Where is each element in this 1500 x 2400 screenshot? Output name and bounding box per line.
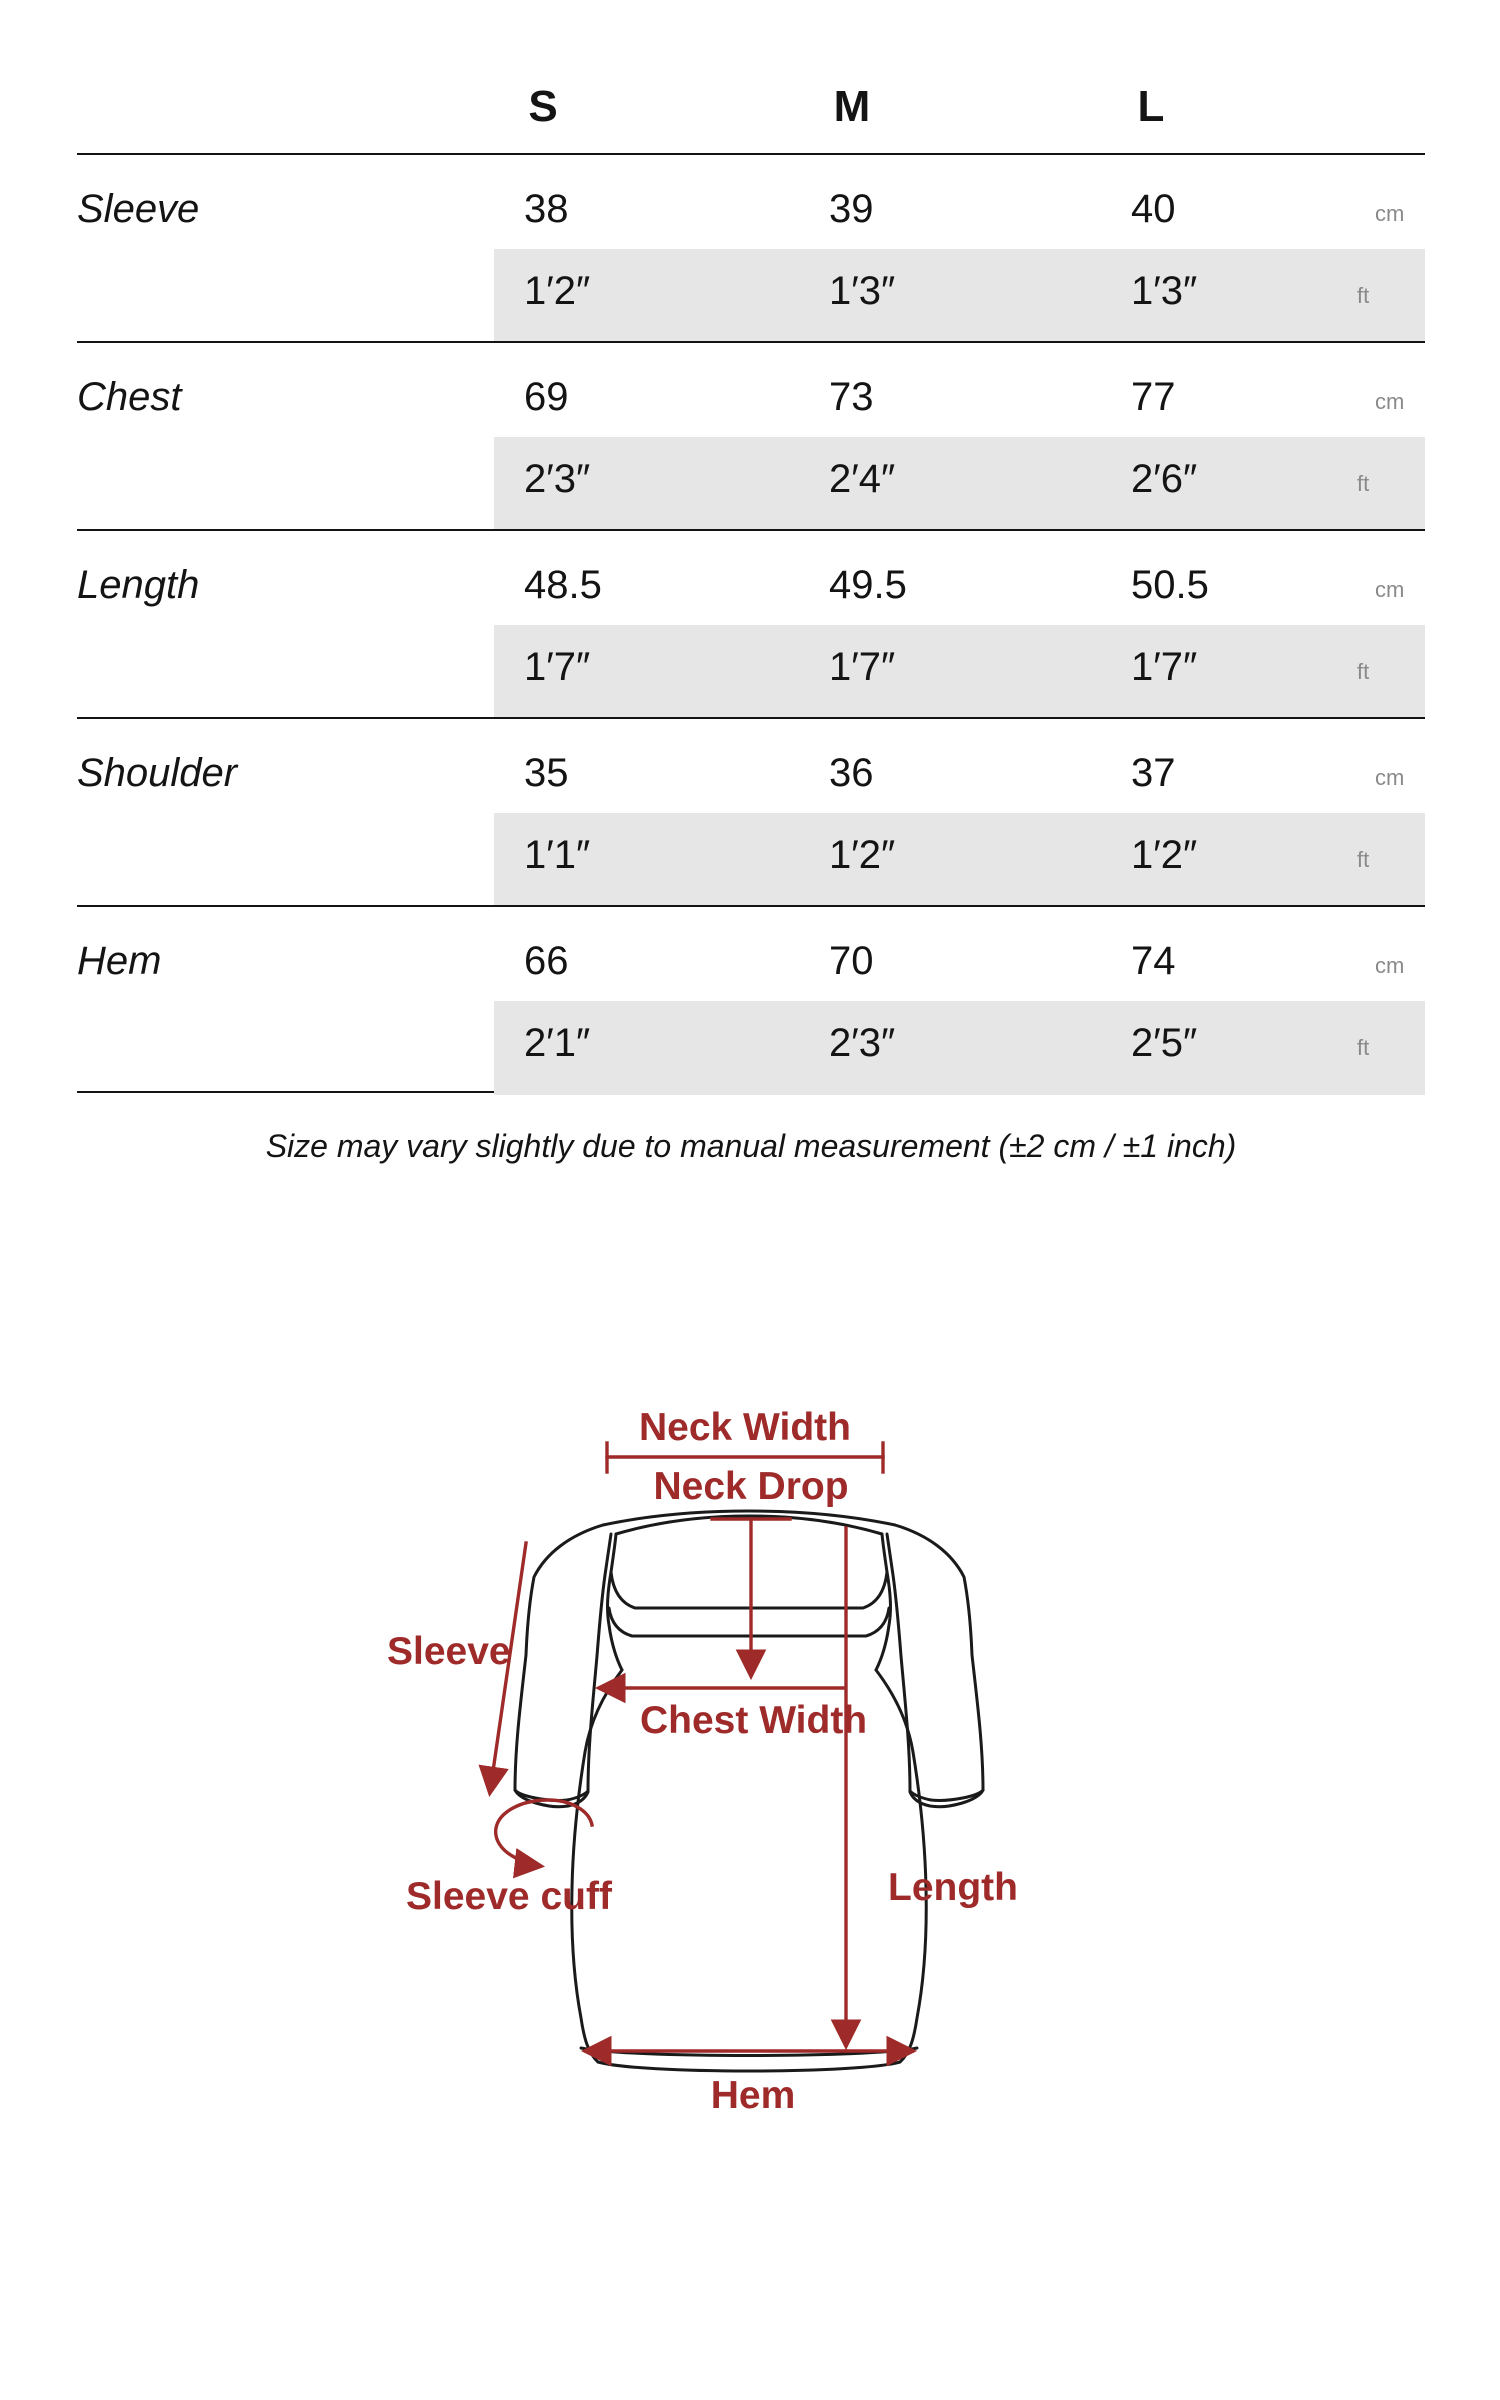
svg-text:Neck Width: Neck Width [639, 1406, 851, 1449]
svg-text:Length: Length [888, 1866, 1018, 1909]
svg-text:Neck Drop: Neck Drop [653, 1465, 848, 1508]
svg-text:Hem: Hem [711, 2074, 796, 2117]
svg-text:Sleeve: Sleeve [387, 1630, 511, 1673]
svg-text:Chest Width: Chest Width [640, 1699, 867, 1742]
svg-text:Sleeve cuff: Sleeve cuff [406, 1875, 613, 1918]
